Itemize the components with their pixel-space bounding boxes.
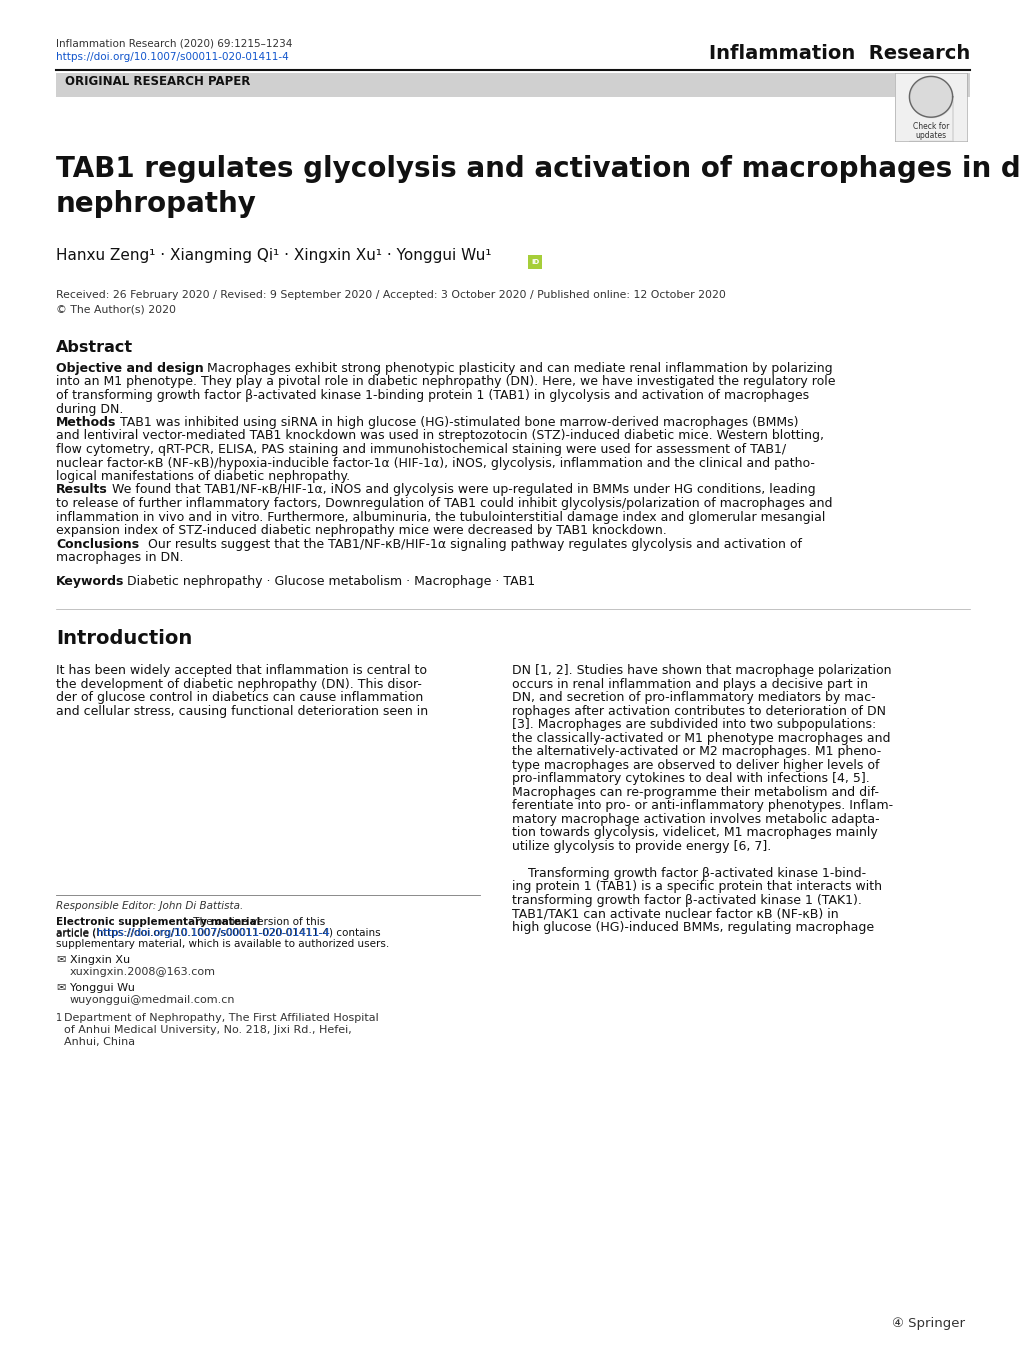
Text: DN, and secretion of pro-inflammatory mediators by mac-: DN, and secretion of pro-inflammatory me… [512,691,874,705]
Text: pro-inflammatory cytokines to deal with infections [4, 5].: pro-inflammatory cytokines to deal with … [512,772,869,785]
Text: TAB1/TAK1 can activate nuclear factor κB (NF-κB) in: TAB1/TAK1 can activate nuclear factor κB… [512,906,838,920]
Text: and lentiviral vector-mediated TAB1 knockdown was used in streptozotocin (STZ)-i: and lentiviral vector-mediated TAB1 knoc… [56,430,823,443]
Text: ✉: ✉ [56,982,65,993]
Text: Conclusions: Conclusions [56,538,139,550]
Text: flow cytometry, qRT-PCR, ELISA, PAS staining and immunohistochemical staining we: flow cytometry, qRT-PCR, ELISA, PAS stai… [56,443,786,457]
Text: 1: 1 [56,1014,62,1023]
Text: Yonggui Wu: Yonggui Wu [70,982,135,993]
Text: to release of further inflammatory factors, Downregulation of TAB1 could inhibit: to release of further inflammatory facto… [56,497,832,509]
Text: of transforming growth factor β-activated kinase 1-binding protein 1 (TAB1) in g: of transforming growth factor β-activate… [56,389,808,402]
Text: rophages after activation contributes to deterioration of DN: rophages after activation contributes to… [512,705,886,718]
Text: into an M1 phenotype. They play a pivotal role in diabetic nephropathy (DN). Her: into an M1 phenotype. They play a pivota… [56,375,835,389]
Text: Responsible Editor: John Di Battista.: Responsible Editor: John Di Battista. [56,901,243,911]
Text: Diabetic nephropathy · Glucose metabolism · Macrophage · TAB1: Diabetic nephropathy · Glucose metabolis… [119,576,535,588]
Text: logical manifestations of diabetic nephropathy.: logical manifestations of diabetic nephr… [56,470,350,482]
Text: article (: article ( [56,928,96,938]
Text: It has been widely accepted that inflammation is central to: It has been widely accepted that inflamm… [56,664,427,678]
Text: DN [1, 2]. Studies have shown that macrophage polarization: DN [1, 2]. Studies have shown that macro… [512,664,891,678]
Text: Anhui, China: Anhui, China [64,1037,135,1047]
Text: We found that TAB1/NF-κB/HIF-1α, iNOS and glycolysis were up-regulated in BMMs u: We found that TAB1/NF-κB/HIF-1α, iNOS an… [104,484,815,496]
Text: Electronic supplementary material: Electronic supplementary material [56,917,260,927]
Text: inflammation in vivo and in vitro. Furthermore, albuminuria, the tubulointerstit: inflammation in vivo and in vitro. Furth… [56,511,824,523]
Text: Abstract: Abstract [56,340,133,355]
Text: iD: iD [530,259,539,266]
Text: The online version of this: The online version of this [190,917,325,927]
Text: Introduction: Introduction [56,629,192,648]
Text: ORIGINAL RESEARCH PAPER: ORIGINAL RESEARCH PAPER [65,75,250,88]
Text: ing protein 1 (TAB1) is a specific protein that interacts with: ing protein 1 (TAB1) is a specific prote… [512,879,881,893]
Text: © The Author(s) 2020: © The Author(s) 2020 [56,305,176,314]
Circle shape [528,255,541,268]
Text: Inflammation  Research: Inflammation Research [708,43,969,62]
Text: and cellular stress, causing functional deterioration seen in: and cellular stress, causing functional … [56,705,428,718]
Text: https://doi.org/10.1007/s00011-020-01411-4: https://doi.org/10.1007/s00011-020-01411… [56,51,288,62]
Text: updates: updates [914,131,946,140]
Text: type macrophages are observed to deliver higher levels of: type macrophages are observed to deliver… [512,759,878,771]
Text: https://doi.org/10.1007/s00011-020-01411-4: https://doi.org/10.1007/s00011-020-01411… [97,928,329,938]
Text: wuyonggui@medmail.com.cn: wuyonggui@medmail.com.cn [70,995,235,1005]
Text: tion towards glycolysis, videlicet, M1 macrophages mainly: tion towards glycolysis, videlicet, M1 m… [512,827,877,839]
Text: Received: 26 February 2020 / Revised: 9 September 2020 / Accepted: 3 October 202: Received: 26 February 2020 / Revised: 9 … [56,290,726,299]
Text: occurs in renal inflammation and plays a decisive part in: occurs in renal inflammation and plays a… [512,678,867,691]
Text: ④ Springer: ④ Springer [892,1317,964,1331]
Text: xuxingxin.2008@163.com: xuxingxin.2008@163.com [70,967,216,977]
Text: high glucose (HG)-induced BMMs, regulating macrophage: high glucose (HG)-induced BMMs, regulati… [512,920,873,934]
Text: matory macrophage activation involves metabolic adapta-: matory macrophage activation involves me… [512,813,878,825]
Text: Inflammation Research (2020) 69:1215–1234: Inflammation Research (2020) 69:1215–123… [56,38,292,47]
Text: Macrophages exhibit strong phenotypic plasticity and can mediate renal inflammat: Macrophages exhibit strong phenotypic pl… [199,362,832,375]
Text: Keywords: Keywords [56,576,124,588]
Text: macrophages in DN.: macrophages in DN. [56,551,183,564]
Text: expansion index of STZ-induced diabetic nephropathy mice were decreased by TAB1 : expansion index of STZ-induced diabetic … [56,524,666,537]
Text: Methods: Methods [56,416,116,430]
Text: der of glucose control in diabetics can cause inflammation: der of glucose control in diabetics can … [56,691,423,705]
Text: Our results suggest that the TAB1/NF-κB/HIF-1α signaling pathway regulates glyco: Our results suggest that the TAB1/NF-κB/… [140,538,801,550]
Text: utilize glycolysis to provide energy [6, 7].: utilize glycolysis to provide energy [6,… [512,840,770,852]
Text: Department of Nephropathy, The First Affiliated Hospital: Department of Nephropathy, The First Aff… [64,1014,378,1023]
Text: Hanxu Zeng¹ · Xiangming Qi¹ · Xingxin Xu¹ · Yonggui Wu¹: Hanxu Zeng¹ · Xiangming Qi¹ · Xingxin Xu… [56,248,491,263]
Text: article (https://doi.org/10.1007/s00011-020-01411-4) contains: article (https://doi.org/10.1007/s00011-… [56,928,380,938]
Text: nephropathy: nephropathy [56,190,257,218]
Text: ✉: ✉ [56,955,65,965]
Text: during DN.: during DN. [56,402,123,416]
Text: the alternatively-activated or M2 macrophages. M1 pheno-: the alternatively-activated or M2 macrop… [512,745,880,757]
Text: the development of diabetic nephropathy (DN). This disor-: the development of diabetic nephropathy … [56,678,422,691]
Text: ferentiate into pro- or anti-inflammatory phenotypes. Inflam-: ferentiate into pro- or anti-inflammator… [512,799,893,812]
Text: [3]. Macrophages are subdivided into two subpopulations:: [3]. Macrophages are subdivided into two… [512,718,875,732]
Text: nuclear factor-κB (NF-κB)/hypoxia-inducible factor-1α (HIF-1α), iNOS, glycolysis: nuclear factor-κB (NF-κB)/hypoxia-induci… [56,457,814,469]
Text: Macrophages can re-programme their metabolism and dif-: Macrophages can re-programme their metab… [512,786,878,798]
Text: TAB1 regulates glycolysis and activation of macrophages in diabetic: TAB1 regulates glycolysis and activation… [56,154,1019,183]
Text: transforming growth factor β-activated kinase 1 (TAK1).: transforming growth factor β-activated k… [512,893,861,906]
Text: the classically-activated or M1 phenotype macrophages and: the classically-activated or M1 phenotyp… [512,732,890,744]
Text: of Anhui Medical University, No. 218, Jixi Rd., Hefei,: of Anhui Medical University, No. 218, Ji… [64,1024,352,1035]
Text: Xingxin Xu: Xingxin Xu [70,955,130,965]
Text: Results: Results [56,484,108,496]
Text: Check for: Check for [912,122,949,130]
Text: Transforming growth factor β-activated kinase 1-bind-: Transforming growth factor β-activated k… [512,867,865,879]
Text: supplementary material, which is available to authorized users.: supplementary material, which is availab… [56,939,389,948]
Text: TAB1 was inhibited using siRNA in high glucose (HG)-stimulated bone marrow-deriv: TAB1 was inhibited using siRNA in high g… [112,416,798,430]
Text: Objective and design: Objective and design [56,362,204,375]
